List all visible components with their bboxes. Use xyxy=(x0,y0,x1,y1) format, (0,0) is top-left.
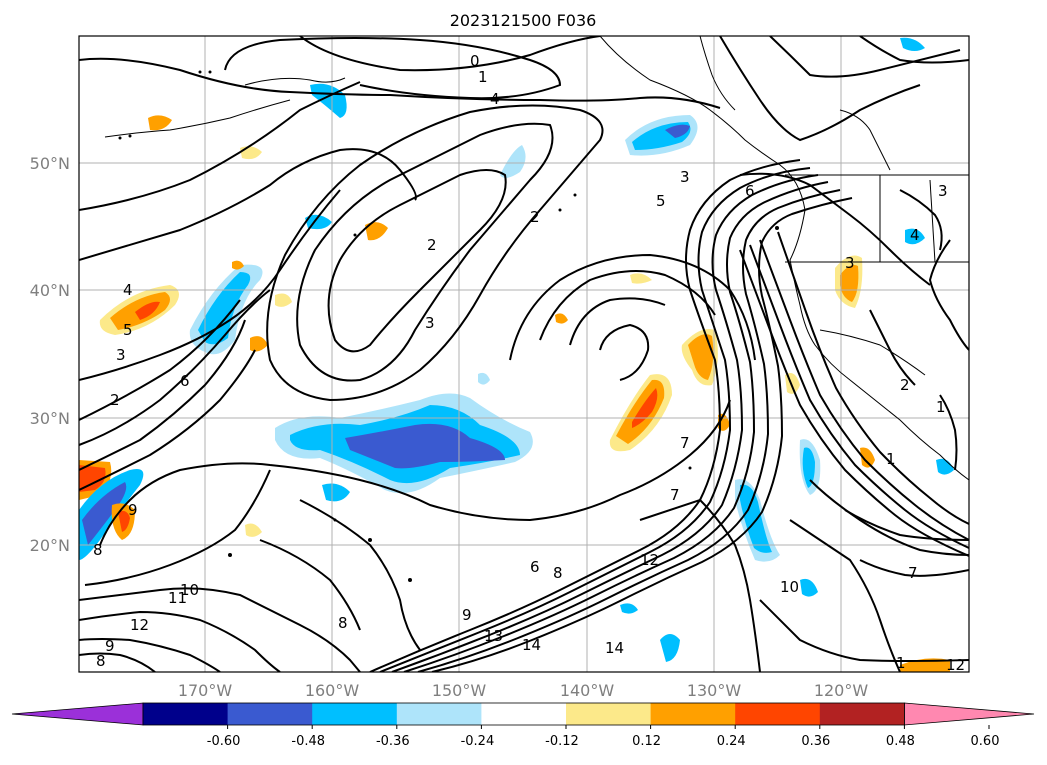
contour-label: 2 xyxy=(530,208,540,226)
contour-label: 1 xyxy=(936,398,946,416)
colorbar-extend-max xyxy=(904,702,1035,726)
colorbar-tick-label: -0.12 xyxy=(545,734,579,749)
map-panel: 0 1 4 3 5 6 2 2 3 4 5 3 2 6 9 8 7 7 6 8 … xyxy=(79,36,969,674)
lon-label: 160°W xyxy=(305,681,360,700)
lat-label: 50°N xyxy=(30,154,70,173)
contour-label: 10 xyxy=(780,578,799,596)
contour-label: 3 xyxy=(425,314,435,332)
contour-label: 4 xyxy=(123,281,133,299)
contour-label: 5 xyxy=(656,192,666,210)
colorbar: -0.60 -0.48 -0.36 -0.24 -0.12 0.12 0.24 0.36 0.4… xyxy=(11,702,1035,749)
colorbar-segment xyxy=(650,703,736,725)
contour-label: 6 xyxy=(745,182,755,200)
colorbar-tick-label: -0.36 xyxy=(376,734,410,749)
latitude-labels: 50°N 40°N 30°N 20°N xyxy=(30,154,70,555)
colorbar-tick-label: 0.36 xyxy=(801,734,830,749)
contour-label: 9 xyxy=(105,637,115,655)
contour-label: 2 xyxy=(900,376,910,394)
lat-label: 30°N xyxy=(30,409,70,428)
colorbar-tick-label: 0.48 xyxy=(886,734,915,749)
contour-label: 7 xyxy=(670,486,680,504)
contour-label: 9 xyxy=(462,606,472,624)
colorbar-tick-label: -0.48 xyxy=(291,734,325,749)
contour-label: 4 xyxy=(490,90,500,108)
jet-band xyxy=(369,159,969,672)
colorbar-segment xyxy=(566,703,652,725)
colorbar-segment xyxy=(396,703,482,725)
lon-label: 130°W xyxy=(687,681,742,700)
contour-lines xyxy=(79,36,969,672)
lon-label: 170°W xyxy=(178,681,233,700)
contour-labels: 0 1 4 3 5 6 2 2 3 4 5 3 2 6 9 8 7 7 6 8 … xyxy=(93,52,965,674)
contour-label: 7 xyxy=(908,564,918,582)
contour-label: 12 xyxy=(946,656,965,674)
contour-label: 1 xyxy=(896,654,906,672)
map-title: 2023121500 F036 xyxy=(450,11,597,30)
colorbar-segment xyxy=(312,703,398,725)
map-frame xyxy=(78,35,970,673)
contour-label: 1 xyxy=(478,68,488,86)
colorbar-segment xyxy=(143,703,229,725)
contour-label: 4 xyxy=(910,226,920,244)
contour-label: 6 xyxy=(530,558,540,576)
contour-label: 14 xyxy=(522,636,541,654)
contour-label: 14 xyxy=(605,639,624,657)
colorbar-tick-label: 0.24 xyxy=(717,734,746,749)
colorbar-segment xyxy=(819,703,905,725)
contour-label: 3 xyxy=(680,168,690,186)
colorbar-segment xyxy=(481,703,567,725)
gridlines xyxy=(79,36,969,672)
islands xyxy=(118,70,779,582)
contour-label: 10 xyxy=(180,581,199,599)
contour-label: 8 xyxy=(93,541,103,559)
colorbar-segment xyxy=(735,703,821,725)
contour-label: 2 xyxy=(110,391,120,409)
contour-label: 8 xyxy=(338,614,348,632)
contour-label: 9 xyxy=(128,501,138,519)
contour-label: 13 xyxy=(484,627,503,645)
contour-label: 12 xyxy=(130,616,149,634)
colorbar-tick-label: 0.60 xyxy=(971,734,1000,749)
lat-label: 40°N xyxy=(30,281,70,300)
contour-label: 3 xyxy=(116,346,126,364)
lat-label: 20°N xyxy=(30,536,70,555)
contour-label: 6 xyxy=(180,372,190,390)
contour-label: 7 xyxy=(680,434,690,452)
colorbar-segment xyxy=(227,703,313,725)
contour-label: 8 xyxy=(553,564,563,582)
contour-label: 8 xyxy=(96,652,106,670)
contour-label: 0 xyxy=(470,52,480,70)
lon-label: 120°W xyxy=(814,681,869,700)
colorbar-tick-label: 0.12 xyxy=(632,734,661,749)
contour-label: 1 xyxy=(886,450,896,468)
contour-label: 5 xyxy=(123,321,133,339)
coastlines xyxy=(104,36,969,481)
contour-label: 3 xyxy=(938,182,948,200)
lon-label: 150°W xyxy=(432,681,487,700)
southern-contours xyxy=(79,499,421,672)
colorbar-tick-label: -0.60 xyxy=(207,734,241,749)
contour-label: 12 xyxy=(640,551,659,569)
longitude-labels: 170°W 160°W 150°W 140°W 130°W 120°W xyxy=(178,681,869,700)
colorbar-outline xyxy=(142,702,905,726)
contour-label: 2 xyxy=(427,236,437,254)
colorbar-extend-min xyxy=(11,702,144,726)
lon-label: 140°W xyxy=(560,681,615,700)
colorbar-tick-label: -0.24 xyxy=(461,734,495,749)
contour-label: 3 xyxy=(845,254,855,272)
contour-label: 11 xyxy=(168,589,187,607)
